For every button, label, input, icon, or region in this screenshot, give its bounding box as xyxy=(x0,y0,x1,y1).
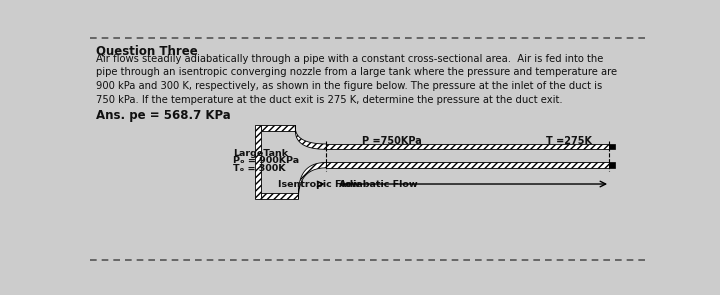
Text: Question Three: Question Three xyxy=(96,45,198,58)
Polygon shape xyxy=(261,131,295,193)
Text: Isentropic Flow: Isentropic Flow xyxy=(279,180,360,189)
Text: Pₒ = 900KPa: Pₒ = 900KPa xyxy=(233,156,300,165)
Polygon shape xyxy=(261,125,295,131)
Polygon shape xyxy=(326,149,609,163)
Text: Ans. pe = 568.7 KPa: Ans. pe = 568.7 KPa xyxy=(96,109,231,122)
Polygon shape xyxy=(326,144,609,149)
Text: Adiabatic Flow: Adiabatic Flow xyxy=(339,180,418,189)
Polygon shape xyxy=(261,193,299,199)
Text: P =750KPa: P =750KPa xyxy=(362,136,422,146)
Polygon shape xyxy=(609,163,615,168)
Polygon shape xyxy=(255,125,261,199)
Text: Air flows steadily adiabatically through a pipe with a constant cross-sectional : Air flows steadily adiabatically through… xyxy=(96,54,617,105)
Text: LargeTank: LargeTank xyxy=(233,149,289,158)
Text: Tₒ = 300K: Tₒ = 300K xyxy=(233,164,286,173)
Text: T =275K: T =275K xyxy=(546,136,592,146)
Polygon shape xyxy=(609,144,615,149)
Polygon shape xyxy=(295,125,326,149)
Polygon shape xyxy=(299,163,326,199)
Polygon shape xyxy=(326,163,609,168)
